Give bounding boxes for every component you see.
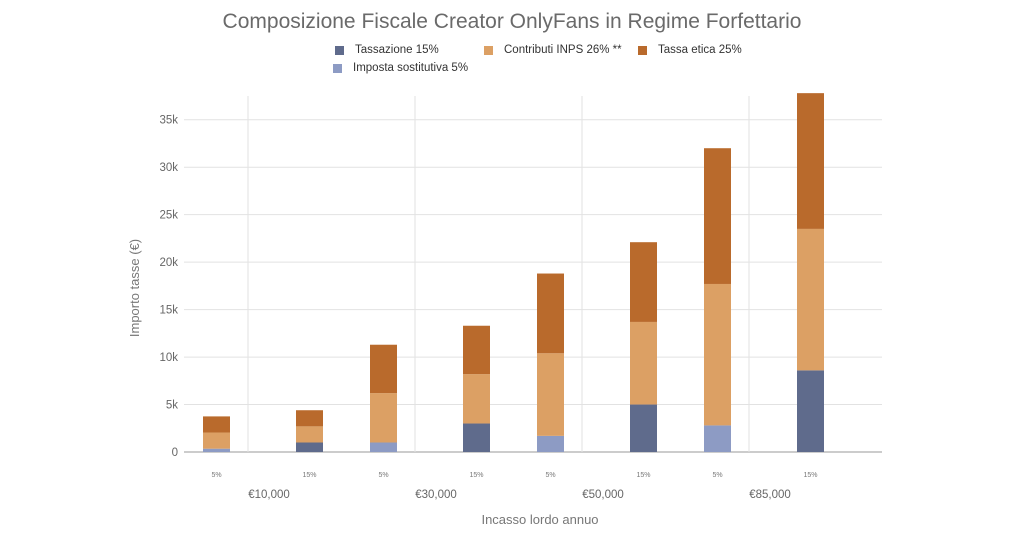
bar-segment-imposta-sostitutiva-5[interactable] <box>203 448 230 452</box>
y-tick-label: 15k <box>159 305 178 317</box>
bar-segment-tassazione-15[interactable] <box>797 370 824 452</box>
bar-segment-contributi-inps-26[interactable] <box>537 353 564 436</box>
bar-rate-label: 15% <box>469 472 483 479</box>
x-axis-label: Incasso lordo annuo <box>481 512 598 527</box>
gridlines <box>184 96 882 453</box>
bar-segment-contributi-inps-26[interactable] <box>203 432 230 449</box>
y-tick-label: 25k <box>159 210 178 222</box>
x-tick-label: €50,000 <box>582 489 624 501</box>
y-tick-label: 5k <box>166 400 178 412</box>
bar-segment-imposta-sostitutiva-5[interactable] <box>704 425 731 452</box>
bar-segment-tassa-etica-25[interactable] <box>370 344 397 394</box>
bar-rate-label: 5% <box>378 472 388 479</box>
bar-segment-contributi-inps-26[interactable] <box>370 393 397 443</box>
bar-segment-tassazione-15[interactable] <box>463 423 490 452</box>
bar-segment-contributi-inps-26[interactable] <box>463 374 490 424</box>
bar-segment-contributi-inps-26[interactable] <box>704 283 731 426</box>
bar-segment-tassa-etica-25[interactable] <box>463 325 490 375</box>
axis-labels: 0 5k 10k 15k 20k 25k 30k 35k 5% 15% €10,000 5% 15% €3… <box>159 115 817 501</box>
bar-rate-label: 15% <box>302 472 316 479</box>
y-axis-label: Importo tasse (€) <box>127 239 142 337</box>
bar-segment-tassa-etica-25[interactable] <box>203 416 230 433</box>
y-tick-label: 35k <box>159 115 178 127</box>
bar-segment-tassa-etica-25[interactable] <box>296 410 323 427</box>
bar-rate-label: 5% <box>712 472 722 479</box>
bar-rate-label: 15% <box>803 472 817 479</box>
bar-segment-tassa-etica-25[interactable] <box>630 242 657 322</box>
bar-segment-tassazione-15[interactable] <box>630 404 657 452</box>
bar-segment-tassazione-15[interactable] <box>296 442 323 452</box>
bars <box>203 93 824 452</box>
bar-segment-tassa-etica-25[interactable] <box>704 148 731 284</box>
bar-segment-tassa-etica-25[interactable] <box>797 93 824 229</box>
x-tick-label: €30,000 <box>415 489 457 501</box>
chart-title: Composizione Fiscale Creator OnlyFans in… <box>222 10 802 33</box>
x-tick-label: €85,000 <box>749 489 791 501</box>
bar-segment-imposta-sostitutiva-5[interactable] <box>370 442 397 452</box>
y-tick-label: 0 <box>172 447 178 459</box>
bar-rate-label: 5% <box>545 472 555 479</box>
bar-segment-contributi-inps-26[interactable] <box>296 426 323 443</box>
y-tick-label: 30k <box>159 162 178 174</box>
x-tick-label: €10,000 <box>248 489 290 501</box>
y-tick-label: 20k <box>159 257 178 269</box>
y-tick-label: 10k <box>159 352 178 364</box>
bar-segment-tassa-etica-25[interactable] <box>537 273 564 354</box>
bar-segment-contributi-inps-26[interactable] <box>630 321 657 405</box>
bar-segment-imposta-sostitutiva-5[interactable] <box>537 435 564 452</box>
bar-rate-label: 5% <box>211 472 221 479</box>
bar-segment-contributi-inps-26[interactable] <box>797 228 824 371</box>
bar-rate-label: 15% <box>636 472 650 479</box>
